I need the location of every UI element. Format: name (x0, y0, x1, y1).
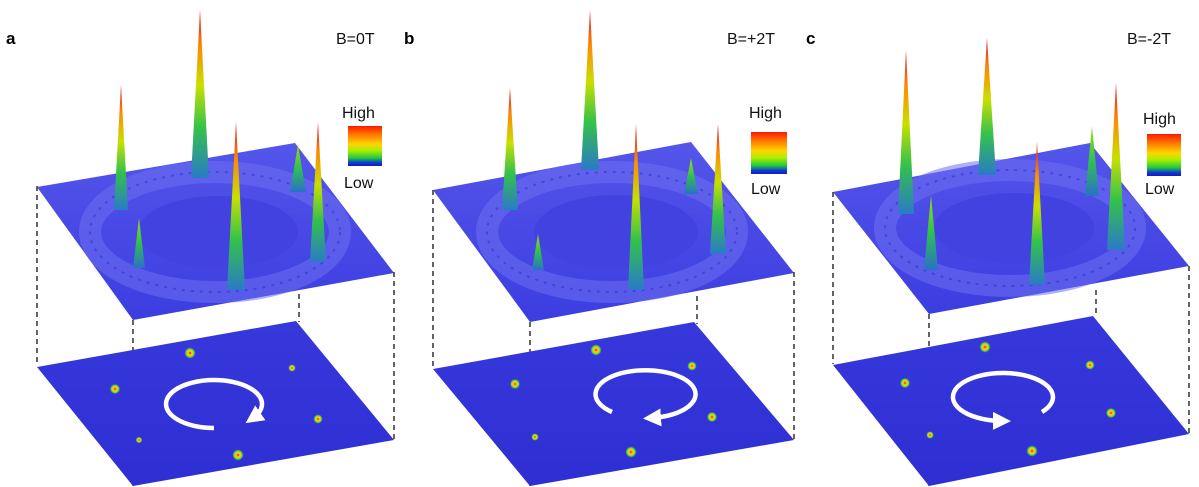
colorbar-legend: High Low (749, 105, 787, 198)
center-well (138, 196, 298, 268)
colorbar (751, 132, 787, 174)
panel-letter: c (806, 29, 815, 48)
colorbar-legend: High Low (1143, 111, 1181, 198)
colorbar (1147, 134, 1181, 176)
lower-plane (833, 316, 1189, 486)
vortex-dots (109, 347, 323, 461)
legend-low: Low (751, 181, 781, 198)
colorbar (348, 126, 382, 166)
panel-c: c B=-2T (806, 29, 1190, 486)
vortex-dots (509, 344, 718, 458)
conductance-peaks (898, 38, 1125, 285)
rotation-arrow (163, 377, 266, 431)
conductance-peaks (502, 10, 726, 290)
panel-a: a B=0T (6, 10, 395, 486)
conductance-peaks (114, 10, 326, 290)
field-label: B=+2T (727, 31, 775, 48)
panel-letter: a (6, 29, 16, 48)
rotation-arrow (950, 370, 1056, 430)
legend-low: Low (344, 175, 374, 192)
vortex-dots (899, 341, 1117, 457)
field-label: B=-2T (1127, 31, 1171, 48)
legend-high: High (1143, 111, 1176, 128)
rotation-arrow (593, 367, 698, 427)
colorbar-legend: High Low (342, 105, 382, 192)
center-well (934, 193, 1094, 263)
panel-b: b B=+2T (404, 10, 795, 486)
legend-high: High (749, 105, 782, 122)
center-well (534, 195, 698, 269)
field-label: B=0T (336, 31, 375, 48)
panel-letter: b (404, 29, 414, 48)
legend-low: Low (1145, 181, 1175, 198)
lower-plane (433, 322, 794, 486)
lower-plane (37, 321, 394, 486)
legend-high: High (342, 105, 375, 122)
